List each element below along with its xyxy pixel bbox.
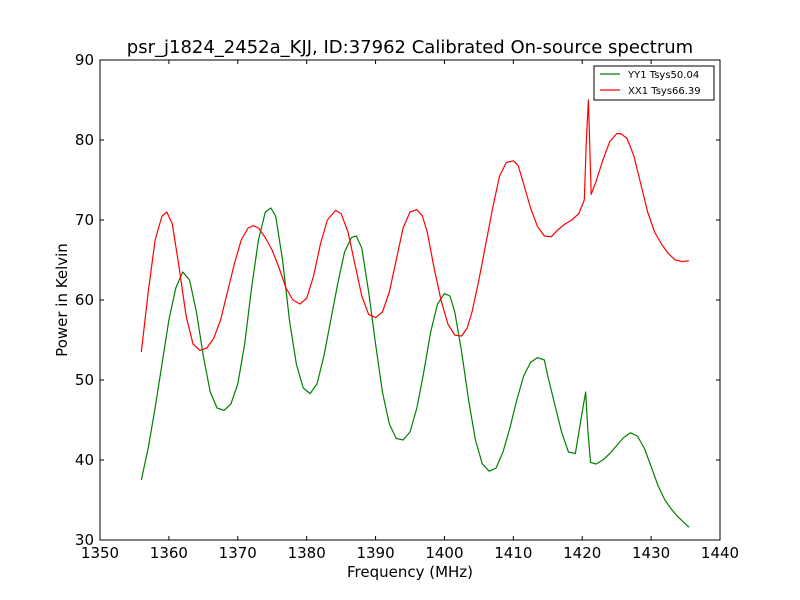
x-tick-label: 1350 bbox=[81, 544, 119, 562]
y-tick-label: 60 bbox=[75, 291, 94, 309]
x-tick-label: 1410 bbox=[494, 544, 532, 562]
tick-layer: 1350 1360 1370 1380 1390 1400 1410 1420 1430 1440… bbox=[75, 51, 739, 562]
legend-box bbox=[593, 65, 715, 101]
y-tick-label: 30 bbox=[75, 531, 94, 549]
legend: YY1 Tsys50.04 XX1 Tsys66.39 bbox=[593, 65, 715, 101]
x-tick-label: 1440 bbox=[701, 544, 739, 562]
chart-title: psr_j1824_2452a_KJJ, ID:37962 Calibrated… bbox=[127, 37, 693, 58]
x-tick-label: 1370 bbox=[219, 544, 257, 562]
x-tick-label: 1360 bbox=[150, 544, 188, 562]
series-line-yy1 bbox=[140, 207, 690, 528]
y-axis-label: Power in Kelvin bbox=[53, 243, 71, 357]
x-tick-label: 1420 bbox=[563, 544, 601, 562]
x-tick-label: 1430 bbox=[632, 544, 670, 562]
plot-area bbox=[100, 60, 720, 540]
x-tick-label: 1390 bbox=[356, 544, 394, 562]
y-tick-label: 50 bbox=[75, 371, 94, 389]
y-tick-label: 70 bbox=[75, 211, 94, 229]
x-tick-label: 1400 bbox=[425, 544, 463, 562]
axes-frame bbox=[99, 59, 721, 541]
y-tick-label: 40 bbox=[75, 451, 94, 469]
legend-label-yy1: YY1 Tsys50.04 bbox=[627, 70, 699, 81]
y-tick-label: 90 bbox=[75, 51, 94, 69]
x-tick-label: 1380 bbox=[288, 544, 326, 562]
x-axis-label: Frequency (MHz) bbox=[347, 563, 473, 581]
series-line-xx1 bbox=[140, 99, 690, 353]
y-tick-label: 80 bbox=[75, 131, 94, 149]
legend-label-xx1: XX1 Tsys66.39 bbox=[628, 86, 701, 97]
series-layer bbox=[140, 99, 690, 528]
